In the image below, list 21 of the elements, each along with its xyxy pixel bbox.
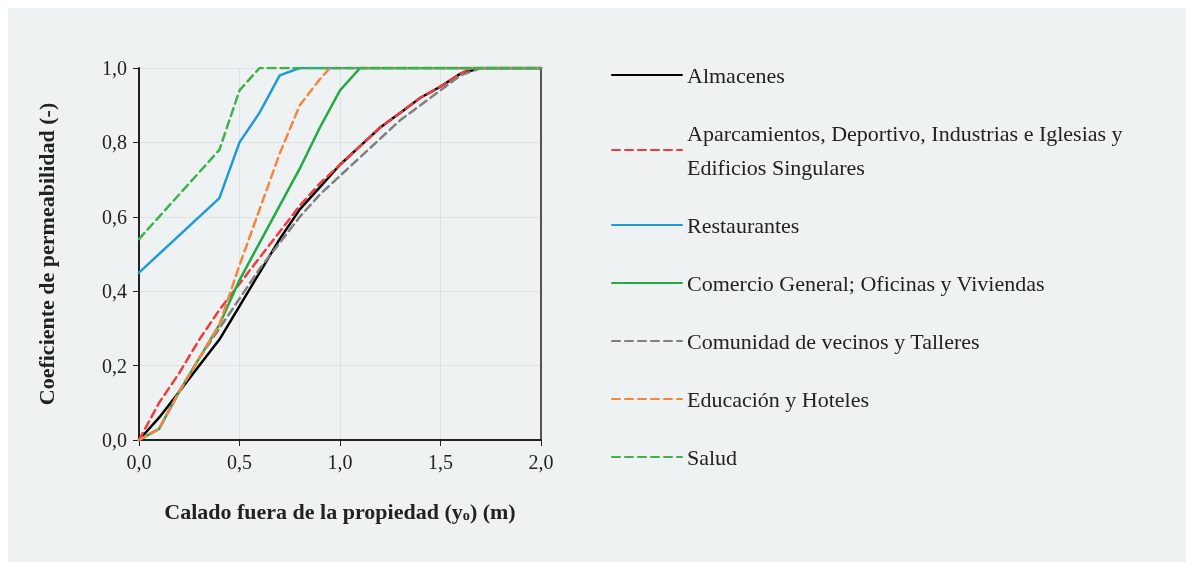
x-tick-label: 2,0 [528, 451, 554, 473]
x-tick-label: 0,0 [126, 451, 152, 473]
x-tick-label: 1,5 [428, 451, 453, 473]
legend-label: Comunidad de vecinos y Talleres [687, 328, 980, 354]
y-tick-label: 0,6 [102, 205, 127, 228]
x-tick-label: 1,0 [327, 451, 353, 473]
y-tick-label: 0,0 [102, 429, 127, 451]
legend-label: Comercio General; Oficinas y Viviendas [687, 270, 1045, 296]
line-series [137, 66, 543, 241]
y-tick-label: 0,2 [102, 354, 127, 377]
x-axis-title: Calado fuera de la propiedad (yo) (m) [164, 498, 516, 524]
y-axis-title: Coeficiente de permeabilidad (-) [33, 102, 59, 406]
y-tick-label: 0,4 [102, 280, 127, 303]
x-tick-label: 0,5 [227, 451, 252, 473]
legend-label: Restaurantes [687, 212, 800, 238]
y-tick-label: 0,8 [102, 131, 127, 154]
legend-label: Salud [687, 444, 738, 470]
legend-label: Educación y Hoteles [687, 386, 870, 412]
y-tick-label: 1,0 [102, 57, 127, 79]
legend-label: Almacenes [687, 62, 785, 88]
legend-label: Aparcamientos, Deportivo, Industrias e Iglesias y Edificios Singulares [687, 120, 1129, 180]
